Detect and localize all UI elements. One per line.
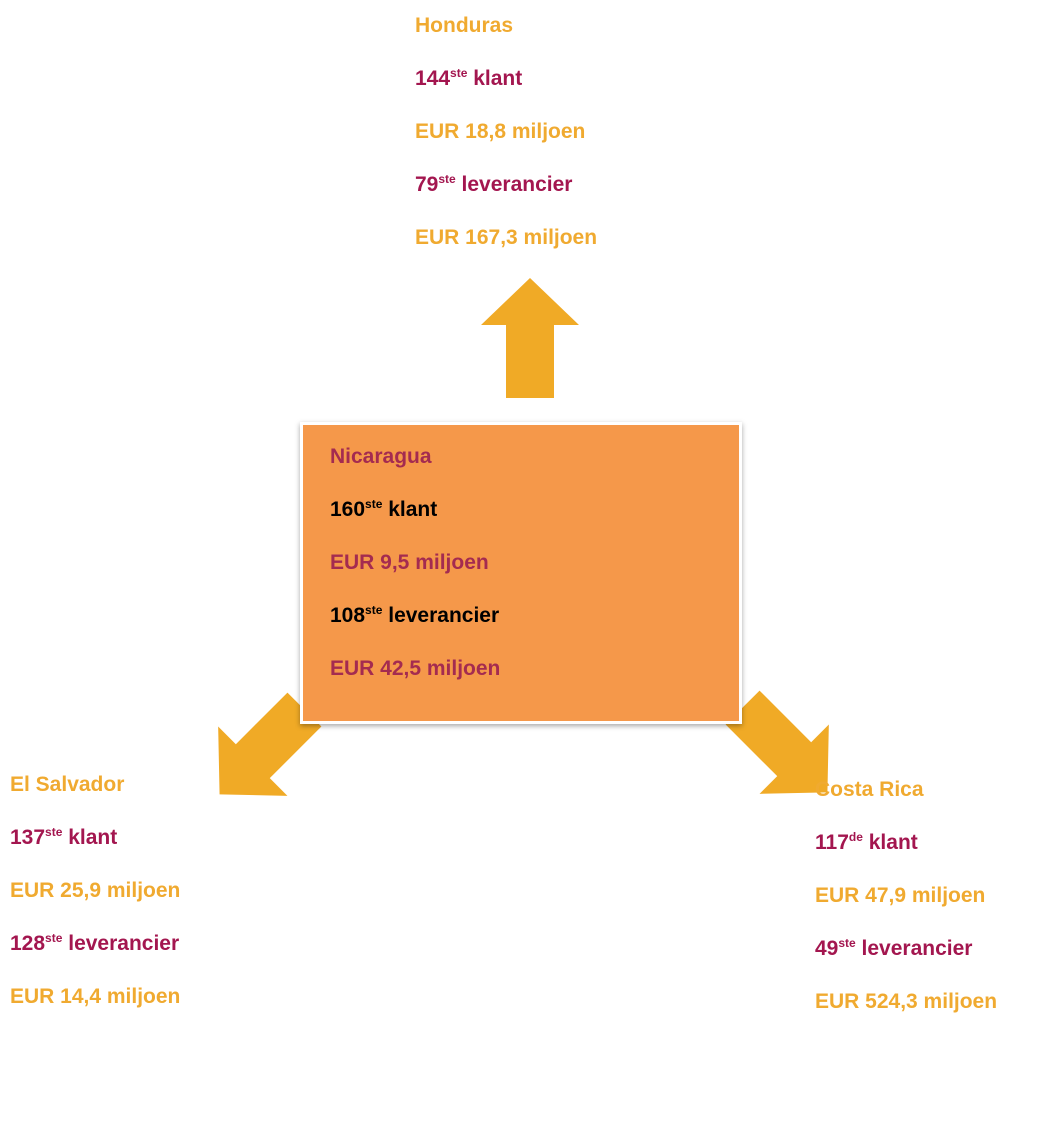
client-value: EUR 9,5 miljoen: [330, 551, 489, 574]
rank-label: klant: [868, 831, 918, 854]
supplier-value: EUR 167,3 miljoen: [415, 226, 598, 249]
rank-suffix: ste: [365, 603, 383, 617]
rank-suffix: de: [848, 830, 863, 844]
rank-label: klant: [473, 67, 523, 90]
supplier-value: EUR 14,4 miljoen: [10, 985, 181, 1008]
rank-number: 128: [10, 932, 46, 955]
rank-number: 108: [330, 604, 366, 627]
rank-label: klant: [68, 826, 118, 849]
rank-suffix: ste: [45, 931, 63, 945]
client-value: EUR 47,9 miljoen: [815, 884, 986, 907]
rank-label: leverancier: [388, 604, 500, 627]
rank-suffix: ste: [365, 497, 383, 511]
client-value: EUR 18,8 miljoen: [415, 120, 586, 143]
rank-number: 49: [815, 937, 839, 960]
rank-number: 117: [815, 831, 849, 854]
supplier-rank: 108ste leverancier: [330, 604, 499, 628]
supplier-rank: 79ste leverancier: [415, 173, 572, 197]
country-name: Nicaragua: [330, 445, 432, 468]
client-rank: 117de klant: [815, 831, 918, 855]
arrow-up: [481, 278, 579, 398]
center-box: [300, 422, 742, 724]
supplier-value: EUR 42,5 miljoen: [330, 657, 501, 680]
rank-number: 160: [330, 498, 366, 521]
arrow-down-left: [218, 692, 322, 796]
rank-label: leverancier: [861, 937, 973, 960]
rank-label: leverancier: [68, 932, 180, 955]
country-name: Honduras: [415, 14, 514, 37]
rank-suffix: ste: [838, 936, 856, 950]
client-rank: 144ste klant: [415, 67, 522, 91]
rank-number: 137: [10, 826, 46, 849]
rank-suffix: ste: [438, 172, 456, 186]
supplier-value: EUR 524,3 miljoen: [815, 990, 998, 1013]
client-rank: 160ste klant: [330, 498, 437, 522]
country-name: Costa Rica: [815, 778, 924, 801]
rank-number: 144: [415, 67, 451, 90]
client-value: EUR 25,9 miljoen: [10, 879, 181, 902]
rank-suffix: ste: [45, 825, 63, 839]
client-rank: 137ste klant: [10, 826, 117, 850]
arrow-down-right: [725, 690, 829, 794]
country-name: El Salvador: [10, 773, 125, 796]
supplier-rank: 128ste leverancier: [10, 932, 179, 956]
rank-suffix: ste: [450, 66, 468, 80]
rank-label: klant: [388, 498, 438, 521]
rank-number: 79: [415, 173, 439, 196]
supplier-rank: 49ste leverancier: [815, 937, 972, 961]
rank-label: leverancier: [461, 173, 573, 196]
